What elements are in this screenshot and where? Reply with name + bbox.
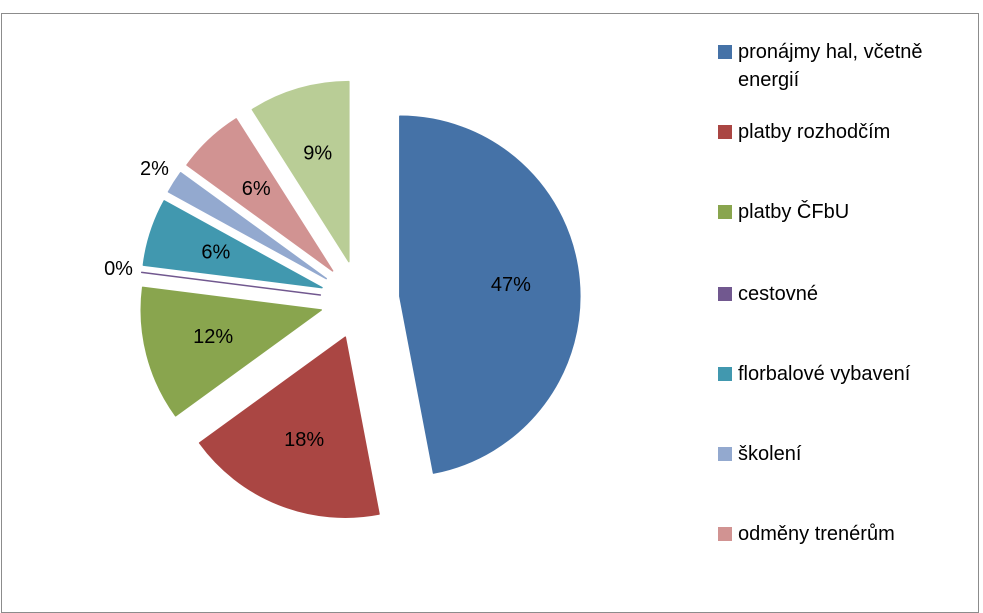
data-label: 0% bbox=[104, 258, 133, 280]
legend-swatch bbox=[718, 287, 732, 301]
data-label: 47% bbox=[491, 274, 531, 296]
legend-swatch bbox=[718, 205, 732, 219]
pie-slice bbox=[167, 172, 327, 280]
data-label: 6% bbox=[201, 241, 230, 263]
legend-item: florbalové vybavení bbox=[718, 360, 980, 388]
legend-swatch bbox=[718, 527, 732, 541]
legend-item: školení bbox=[718, 440, 980, 468]
chart: 47% 18% 12% 0% 6% 2% 6% 9% bbox=[104, 80, 581, 518]
data-label: 9% bbox=[303, 143, 332, 165]
data-label: 18% bbox=[284, 429, 324, 451]
pie-slice bbox=[399, 115, 581, 474]
legend-swatch bbox=[718, 367, 732, 381]
pie-slice bbox=[140, 271, 322, 296]
legend-label: platby ČFbU bbox=[738, 201, 850, 223]
legend-item: platby rozhodčím bbox=[718, 118, 980, 146]
legend-item: pronájmy hal, včetně energií bbox=[718, 38, 980, 94]
legend-label: pronájmy hal, včetně energií bbox=[738, 41, 923, 91]
legend-label: odměny trenérům bbox=[738, 523, 895, 545]
legend-label: platby rozhodčím bbox=[738, 121, 891, 143]
page: 47% 18% 12% 0% 6% 2% 6% 9% pronájmy hal, včetně… bbox=[1, 13, 980, 613]
data-label: 6% bbox=[242, 178, 271, 200]
legend-label: školení bbox=[738, 443, 802, 465]
pie-slice bbox=[186, 118, 334, 272]
legend-label: florbalové vybavení bbox=[738, 363, 911, 385]
pie-slice bbox=[140, 286, 323, 417]
pie-slice bbox=[198, 336, 380, 518]
pie-slice bbox=[142, 200, 323, 289]
legend-item: platby ČFbU bbox=[718, 198, 980, 226]
legend-swatch bbox=[718, 45, 732, 59]
data-label: 12% bbox=[193, 326, 233, 348]
pie-slice bbox=[251, 80, 350, 263]
legend-item: cestovné bbox=[718, 280, 980, 308]
data-label: 2% bbox=[140, 158, 169, 180]
legend-swatch bbox=[718, 125, 732, 139]
legend-item: odměny trenérům bbox=[718, 520, 980, 548]
legend-swatch bbox=[718, 447, 732, 461]
legend-label: cestovné bbox=[738, 283, 819, 305]
